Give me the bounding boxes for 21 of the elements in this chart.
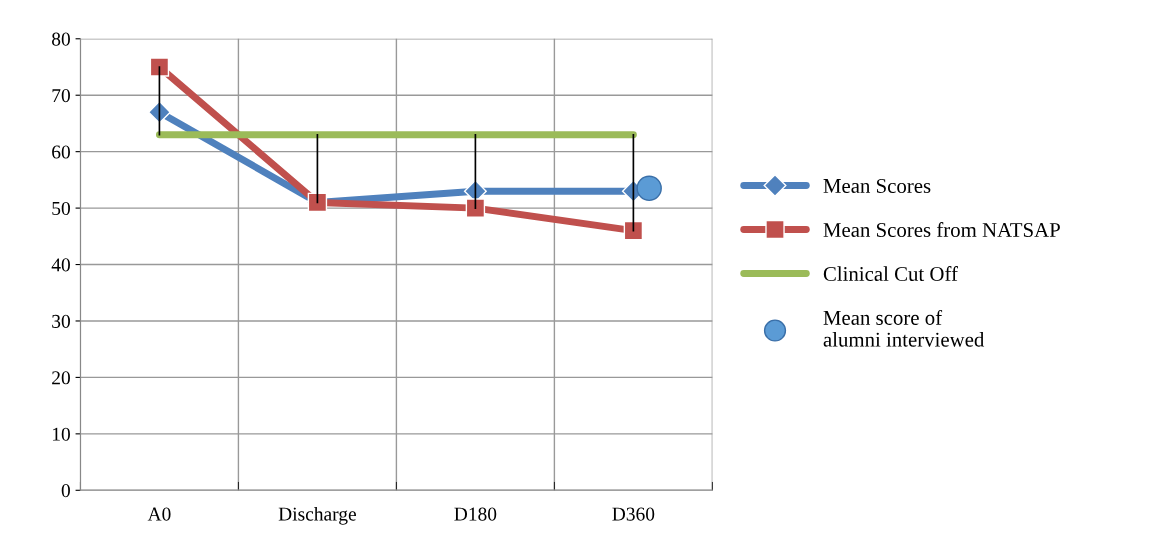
y-tick-label: 60 <box>52 145 70 159</box>
y-tick-label: 20 <box>52 371 70 385</box>
point <box>147 100 171 124</box>
point <box>149 57 170 77</box>
legend-label: Mean score of alumni interviewed <box>823 310 985 347</box>
x-tick-label: Discharge <box>278 506 356 525</box>
legend-label: Mean Scores from NATSAP <box>823 222 1060 237</box>
point <box>465 198 486 218</box>
y-tick-label: 80 <box>52 32 70 46</box>
y-tick-label: 30 <box>52 314 70 328</box>
legend-label: Mean Scores <box>823 178 931 193</box>
y-tick-label: 10 <box>52 427 70 441</box>
y-tick-label: 0 <box>61 484 70 498</box>
x-tick-label: A0 <box>147 507 171 521</box>
legend-label: Clinical Cut Off <box>823 266 958 281</box>
x-tick-label: D360 <box>612 507 655 521</box>
point <box>623 220 644 241</box>
x-tick-label: D180 <box>454 507 497 521</box>
y-tick-label: 50 <box>52 201 70 216</box>
y-tick-label: 70 <box>52 89 70 103</box>
y-tick-label: 40 <box>51 258 70 272</box>
